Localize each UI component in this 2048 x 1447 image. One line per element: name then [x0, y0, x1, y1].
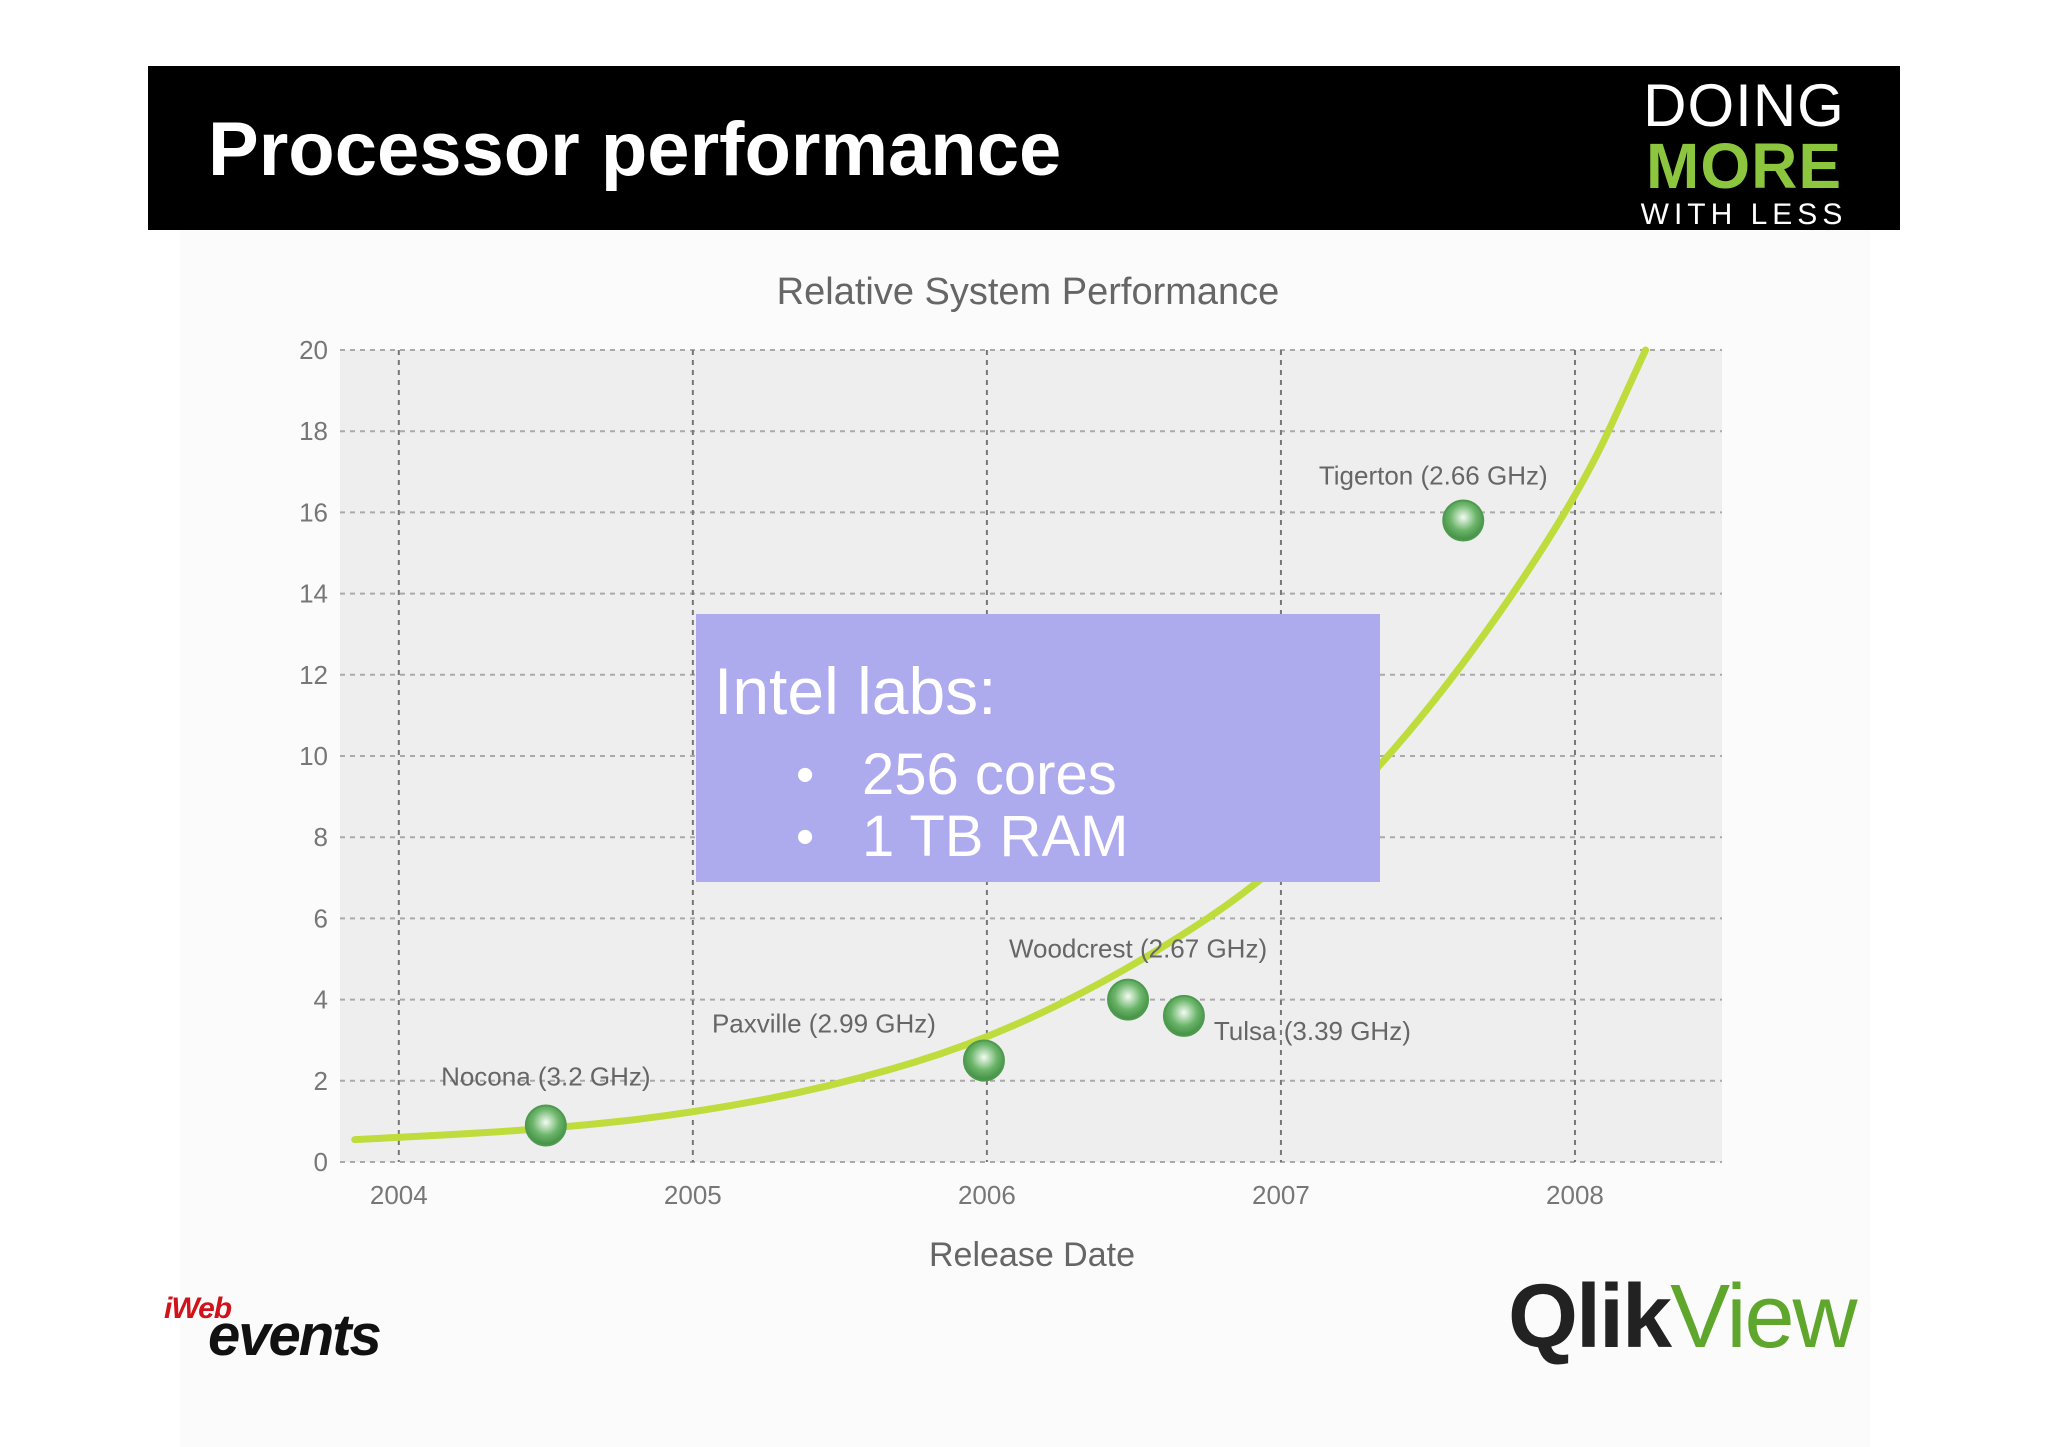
callout-bullet-item: • 1 TB RAM — [796, 806, 1128, 868]
slide-title: Processor performance — [208, 107, 1062, 192]
data-point — [524, 1104, 567, 1147]
y-tick-label: 20 — [299, 335, 328, 365]
y-tick-label: 0 — [314, 1147, 328, 1177]
y-tick-label: 14 — [299, 579, 328, 609]
trend-curve — [351, 346, 1650, 1144]
bullet-icon: • — [796, 746, 815, 804]
iweb-events-logo: iWeb events — [158, 1292, 418, 1368]
y-tick-label: 8 — [314, 822, 328, 852]
data-point-label: Paxville (2.99 GHz) — [712, 1009, 936, 1039]
x-tick-label: 2004 — [370, 1180, 428, 1210]
callout-title: Intel labs: — [714, 654, 997, 728]
qlik-logo-part: Qlik — [1508, 1267, 1672, 1367]
iweb-logo-top: iWeb — [164, 1292, 232, 1325]
chart-title: Relative System Performance — [777, 271, 1280, 313]
data-point — [1442, 499, 1485, 542]
x-tick-label: 2007 — [1252, 1180, 1310, 1210]
bullet-icon: • — [796, 808, 815, 866]
data-point — [962, 1039, 1005, 1082]
y-tick-label: 16 — [299, 497, 328, 527]
iweb-logo-main: events — [208, 1303, 382, 1368]
y-tick-label: 2 — [314, 1066, 328, 1096]
doing-more-with-less-logo: DOING MORE WITH LESS — [1634, 76, 1854, 230]
x-tick-label: 2005 — [664, 1180, 722, 1210]
callout-bullet-item: • 256 cores — [796, 744, 1128, 806]
x-tick-label: 2008 — [1546, 1180, 1604, 1210]
brand-line-bottom: WITH LESS — [1640, 198, 1848, 231]
y-tick-label: 4 — [314, 985, 328, 1015]
y-tick-label: 18 — [299, 416, 328, 446]
data-point-label: Tigerton (2.66 GHz) — [1319, 461, 1548, 491]
callout-bullet-list: • 256 cores • 1 TB RAM — [796, 744, 1128, 868]
view-logo-part: View — [1670, 1267, 1857, 1367]
y-tick-label: 6 — [314, 903, 328, 933]
title-bar: Processor performance DOING MORE WITH LE… — [148, 66, 1900, 230]
data-point-label: Woodcrest (2.67 GHz) — [1009, 934, 1267, 964]
data-point — [1162, 994, 1205, 1037]
y-tick-label: 10 — [299, 741, 328, 771]
intel-labs-callout: Intel labs: • 256 cores • 1 TB RAM — [696, 614, 1380, 882]
x-axis-title: Release Date — [929, 1236, 1135, 1274]
x-tick-label: 2006 — [958, 1180, 1016, 1210]
qlikview-logo: QlikView — [1508, 1272, 1858, 1362]
callout-bullet-text: 1 TB RAM — [862, 804, 1129, 869]
brand-line-top: DOING — [1643, 72, 1845, 139]
data-point — [1107, 978, 1150, 1021]
data-point-label: Tulsa (3.39 GHz) — [1214, 1016, 1411, 1046]
brand-line-mid: MORE — [1646, 130, 1842, 202]
callout-bullet-text: 256 cores — [862, 742, 1117, 807]
data-point-label: Nocona (3.2 GHz) — [441, 1061, 651, 1091]
y-tick-label: 12 — [299, 660, 328, 690]
